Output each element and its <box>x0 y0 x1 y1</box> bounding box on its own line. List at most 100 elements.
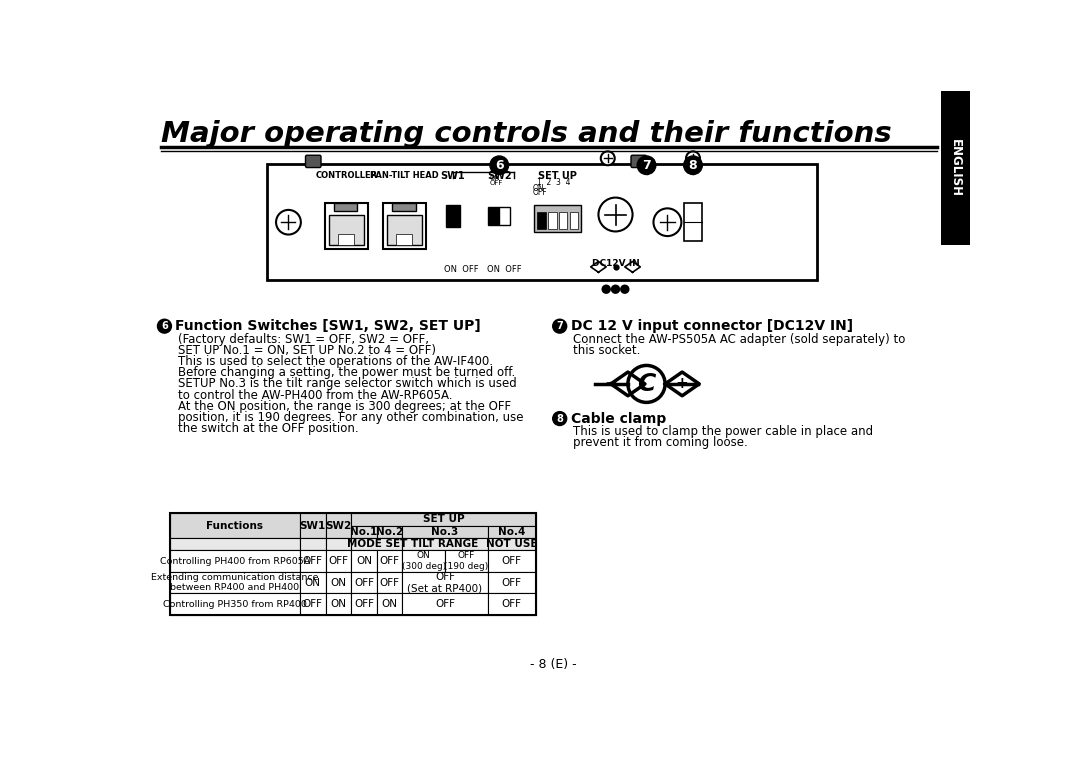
Bar <box>392 203 416 211</box>
Text: ON: ON <box>490 175 500 181</box>
Text: At the ON position, the range is 300 degrees; at the OFF: At the ON position, the range is 300 deg… <box>177 400 511 412</box>
Bar <box>325 203 367 249</box>
Text: - 8 (E) -: - 8 (E) - <box>530 658 577 671</box>
Bar <box>351 538 403 550</box>
Text: OFF: OFF <box>435 599 455 609</box>
Text: Controlling PH350 from RP400: Controlling PH350 from RP400 <box>163 600 307 609</box>
Bar <box>300 538 326 550</box>
Text: 7: 7 <box>556 321 563 331</box>
Bar <box>326 550 351 572</box>
Bar <box>351 526 377 538</box>
Text: DC 12 V input connector [DC12V IN]: DC 12 V input connector [DC12V IN] <box>570 319 853 333</box>
Text: Cable clamp: Cable clamp <box>570 412 665 425</box>
Bar <box>326 513 351 538</box>
Text: OFF: OFF <box>354 578 374 587</box>
Text: OFF: OFF <box>501 599 522 609</box>
Bar <box>300 572 326 594</box>
Bar <box>326 572 351 594</box>
Text: Functions: Functions <box>206 521 264 530</box>
Text: OFF: OFF <box>501 556 522 566</box>
Text: OFF: OFF <box>379 556 400 566</box>
Text: OFF
(Set at RP400): OFF (Set at RP400) <box>407 572 483 594</box>
Text: SW1: SW1 <box>441 170 465 180</box>
Bar <box>488 572 536 594</box>
Text: ON: ON <box>381 599 397 609</box>
Text: 8: 8 <box>556 413 563 424</box>
Text: ON: ON <box>305 578 321 587</box>
Bar <box>403 526 488 538</box>
Text: SET UP No.1 = ON, SET UP No.2 to 4 = OFF): SET UP No.1 = ON, SET UP No.2 to 4 = OFF… <box>177 344 435 357</box>
Bar <box>499 207 510 225</box>
Text: This is used to clamp the power cable in place and: This is used to clamp the power cable in… <box>572 425 873 438</box>
Bar <box>403 572 488 594</box>
Circle shape <box>553 320 567 333</box>
Bar <box>387 215 422 245</box>
Circle shape <box>653 209 681 236</box>
Text: to control the AW-PH400 from the AW-RP605A.: to control the AW-PH400 from the AW-RP60… <box>177 389 453 402</box>
Text: SET UP: SET UP <box>538 170 577 180</box>
Text: Connect the AW-PS505A AC adapter (sold separately) to: Connect the AW-PS505A AC adapter (sold s… <box>572 333 905 345</box>
Text: 8: 8 <box>689 159 698 172</box>
Text: No.1: No.1 <box>350 527 378 537</box>
Text: ENGLISH: ENGLISH <box>949 139 962 197</box>
Circle shape <box>276 210 301 234</box>
Text: ON
(300 deg): ON (300 deg) <box>402 551 446 571</box>
Text: −: − <box>605 377 618 391</box>
Bar <box>170 513 300 538</box>
FancyBboxPatch shape <box>631 155 647 167</box>
Bar <box>351 594 377 615</box>
Text: OFF: OFF <box>532 188 548 197</box>
Bar <box>326 538 351 550</box>
Text: No.2: No.2 <box>376 527 403 537</box>
Bar <box>377 550 403 572</box>
Text: DC12V IN: DC12V IN <box>592 259 639 268</box>
Text: OFF: OFF <box>354 599 374 609</box>
Text: CONTROLLER: CONTROLLER <box>315 170 377 180</box>
Text: SET UP: SET UP <box>422 514 464 524</box>
Text: ON: ON <box>356 556 372 566</box>
Circle shape <box>490 156 509 174</box>
Bar <box>537 212 545 229</box>
Bar <box>170 513 536 615</box>
Text: OFF: OFF <box>302 599 323 609</box>
Bar <box>383 203 426 249</box>
Circle shape <box>637 156 656 174</box>
Bar <box>403 594 488 615</box>
Bar <box>300 550 326 572</box>
Bar <box>570 212 578 229</box>
Text: SW2: SW2 <box>487 170 512 180</box>
Circle shape <box>684 156 702 174</box>
Bar <box>351 572 377 594</box>
Text: this socket.: this socket. <box>572 344 640 357</box>
Circle shape <box>621 285 629 293</box>
Text: position, it is 190 degrees. For any other combination, use: position, it is 190 degrees. For any oth… <box>177 411 523 424</box>
Text: 7: 7 <box>643 159 651 172</box>
Bar <box>334 203 357 211</box>
Bar <box>548 212 556 229</box>
Bar <box>170 550 300 572</box>
Bar <box>351 550 377 572</box>
Text: MODE SET: MODE SET <box>347 539 407 549</box>
Text: ON  OFF: ON OFF <box>444 265 478 274</box>
Bar <box>338 234 353 245</box>
Bar <box>685 203 702 241</box>
Bar <box>403 550 445 572</box>
Bar <box>488 550 536 572</box>
Circle shape <box>598 198 633 231</box>
Bar <box>488 526 536 538</box>
Bar <box>488 594 536 615</box>
Text: Before changing a setting, the power must be turned off.: Before changing a setting, the power mus… <box>177 366 515 379</box>
Bar <box>170 594 300 615</box>
Text: +: + <box>676 377 689 391</box>
Bar <box>326 594 351 615</box>
Bar <box>403 538 488 550</box>
FancyBboxPatch shape <box>306 155 321 167</box>
Text: 6: 6 <box>161 321 167 331</box>
Bar <box>377 572 403 594</box>
Text: ON  OFF: ON OFF <box>487 265 522 274</box>
Bar <box>535 205 581 232</box>
Circle shape <box>553 412 567 425</box>
Bar <box>170 572 300 594</box>
Text: TILT RANGE: TILT RANGE <box>411 539 478 549</box>
Text: Extending communication distance
between RP400 and PH400: Extending communication distance between… <box>151 573 319 592</box>
